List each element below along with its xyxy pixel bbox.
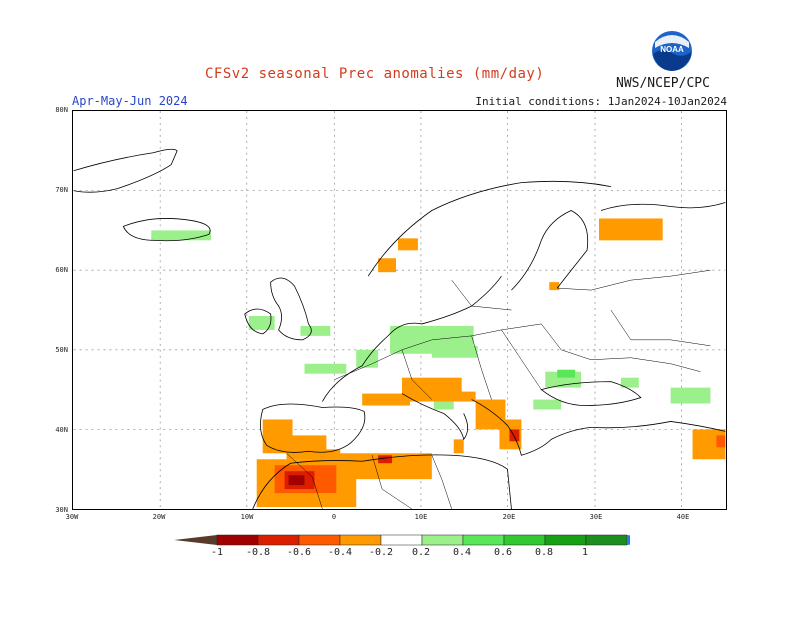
noaa-logo-icon: NOAA	[652, 31, 692, 71]
lon-label-20e: 20E	[502, 513, 516, 521]
anomaly-algeria-core	[378, 455, 393, 464]
anomaly-germany-east	[431, 345, 478, 358]
anomaly-romania-core	[557, 369, 576, 378]
colorbar-label-pos0-4: 0.4	[452, 547, 472, 558]
colorbar-label-neg1: -1	[210, 547, 224, 558]
lat-label-50n: 50N	[55, 346, 68, 354]
lat-label-70n: 70N	[55, 186, 68, 194]
lon-label-30w: 30W	[65, 513, 79, 521]
colorbar-arrow-left	[174, 535, 217, 545]
ireland-coast	[244, 308, 272, 335]
italy-coast	[401, 393, 469, 441]
anomaly-ireland	[248, 315, 275, 330]
map-gridlines	[73, 111, 726, 509]
lon-label-40e: 40E	[676, 513, 690, 521]
anomaly-north-italy	[459, 391, 476, 402]
colorbar-segment	[462, 534, 505, 546]
anomaly-baltic	[549, 282, 560, 291]
britain-coast	[270, 277, 312, 341]
anomaly-alps	[401, 377, 462, 402]
coastlines	[73, 148, 726, 509]
lon-label-0: 0	[331, 513, 337, 521]
lat-label-60n: 60N	[55, 266, 68, 274]
anomaly-morocco-core	[288, 475, 305, 486]
white-sea-coast	[600, 202, 726, 211]
anomaly-iceland	[151, 230, 211, 241]
anomaly-norway-west	[378, 258, 397, 273]
anomaly-map	[72, 110, 727, 510]
colorbar-label-pos0-6: 0.6	[493, 547, 513, 558]
greenland-coast	[73, 148, 178, 193]
lat-label-80n: 80N	[55, 106, 68, 114]
colorbar-segment	[503, 534, 546, 546]
colorbar-label-pos0-8: 0.8	[534, 547, 554, 558]
colorbar-segment	[421, 534, 464, 546]
initial-conditions: Initial conditions: 1Jan2024-10Jan2024	[475, 95, 727, 108]
colorbar-arrow-right	[627, 535, 630, 545]
baltic-coast	[511, 210, 589, 291]
lon-label-10w: 10W	[240, 513, 254, 521]
iberia-coast	[260, 403, 366, 453]
anomaly-biscay	[304, 363, 347, 374]
anomaly-pyrenees	[362, 393, 410, 406]
colorbar-label-pos1: 1	[581, 547, 589, 558]
colorbar-segment	[585, 534, 628, 546]
anatolia-coast	[591, 421, 726, 432]
colorbar-label-neg0-2: -0.2	[368, 547, 394, 558]
west-europe-coast	[322, 275, 502, 402]
colorbar-segment	[339, 534, 382, 546]
colorbar-label-neg0-4: -0.4	[327, 547, 353, 558]
map-title: CFSv2 seasonal Prec anomalies (mm/day)	[205, 66, 545, 82]
anomaly-kola	[598, 218, 663, 241]
colorbar-segment	[380, 534, 423, 546]
colorbar-segment	[298, 534, 341, 546]
colorbar-segments	[174, 534, 630, 546]
colorbar-segment	[216, 534, 259, 546]
lon-label-10e: 10E	[414, 513, 428, 521]
lat-label-40n: 40N	[55, 426, 68, 434]
scandinavia-coast	[367, 180, 612, 277]
anomaly-italy	[433, 399, 454, 410]
colorbar-segment	[544, 534, 587, 546]
north-africa-coast	[252, 454, 512, 509]
negative-anomaly-areas	[256, 218, 726, 508]
forecast-period: Apr-May-Jun 2024	[72, 94, 188, 108]
anomaly-black-sea	[620, 377, 639, 388]
iceland-coast	[122, 218, 211, 242]
colorbar-label-neg0-6: -0.6	[286, 547, 312, 558]
anomaly-caucasus	[670, 387, 711, 404]
colorbar-label-neg0-8: -0.8	[245, 547, 271, 558]
black-sea-coast	[540, 381, 642, 406]
anomaly-england	[300, 325, 331, 336]
lon-label-30e: 30E	[589, 513, 603, 521]
lat-label-30n: 30N	[55, 506, 68, 514]
balkan-coast	[471, 399, 592, 456]
anomaly-middle-east-core	[716, 435, 726, 448]
anomaly-greece-core	[509, 429, 520, 442]
agency-label: NWS/NCEP/CPC	[616, 76, 710, 91]
lon-label-20w: 20W	[152, 513, 166, 521]
anomaly-balkans	[533, 399, 562, 410]
colorbar-segment	[257, 534, 300, 546]
colorbar	[174, 534, 630, 546]
anomaly-sicily	[453, 439, 464, 454]
borders	[286, 269, 711, 509]
logo-text: NOAA	[660, 45, 684, 54]
colorbar-label-pos0-2: 0.2	[411, 547, 431, 558]
anomaly-norway-coast	[398, 238, 418, 251]
